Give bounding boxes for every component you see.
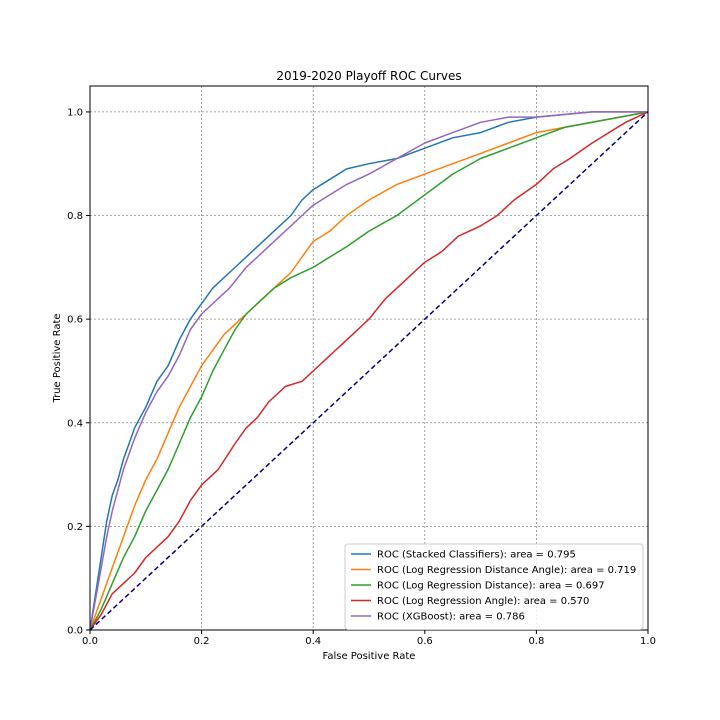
x-tick-label: 0.8 — [528, 636, 544, 647]
x-tick-label: 0.2 — [194, 636, 210, 647]
x-tick-label: 1.0 — [640, 636, 656, 647]
chance-diagonal-line — [89, 111, 649, 631]
x-tick-label: 0.4 — [305, 636, 321, 647]
series-line-0 — [89, 111, 648, 631]
legend-label: ROC (XGBoost): area = 0.786 — [377, 612, 525, 623]
axis-ticks: 0.0 0.2 0.4 0.6 0.8 1.0 0.0 0.2 0.4 0.6 0.8 1.0 — [67, 107, 656, 647]
legend-box — [344, 543, 644, 630]
y-tick-label: 0.4 — [67, 418, 83, 429]
y-tick-label: 0.6 — [67, 315, 83, 326]
legend-label: ROC (Log Regression Angle): area = 0.570 — [377, 596, 589, 607]
series-line-4 — [89, 111, 648, 631]
y-tick-label: 1.0 — [67, 107, 83, 118]
legend-label: ROC (Stacked Classifiers): area = 0.795 — [377, 550, 576, 561]
legend-label: ROC (Log Regression Distance Angle): are… — [377, 565, 636, 576]
x-axis-label: False Positive Rate — [323, 651, 416, 662]
legend-label: ROC (Log Regression Distance): area = 0.… — [377, 581, 605, 592]
legend: ROC (Stacked Classifiers): area = 0.795 R… — [344, 543, 644, 630]
x-tick-label: 0.0 — [82, 636, 98, 647]
y-tick-label: 0.8 — [67, 211, 83, 222]
y-axis-label: True Positive Rate — [52, 313, 63, 403]
chart-title: 2019-2020 Playoff ROC Curves — [276, 69, 461, 83]
series-lines — [89, 111, 649, 631]
y-tick-label: 0.0 — [67, 626, 83, 637]
y-tick-label: 0.2 — [67, 522, 83, 533]
series-line-2 — [89, 111, 649, 631]
x-tick-label: 0.6 — [417, 636, 433, 647]
series-line-3 — [89, 111, 649, 631]
